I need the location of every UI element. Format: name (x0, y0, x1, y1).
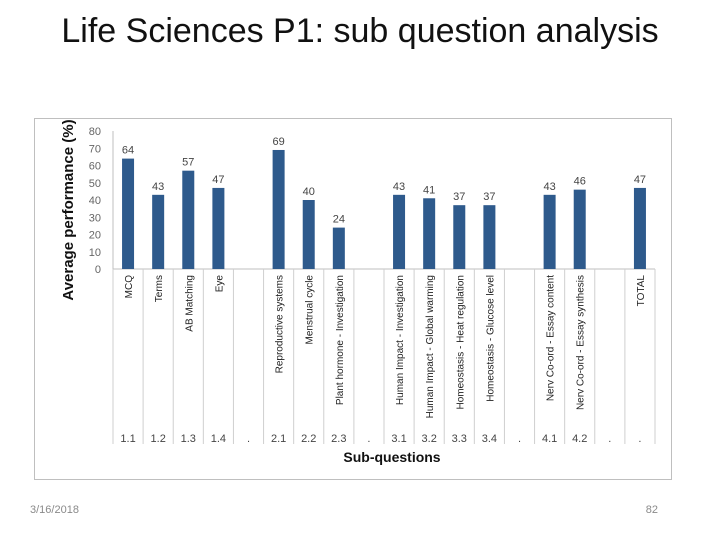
subquestion-code: 1.3 (181, 433, 196, 445)
y-tick-label: 70 (89, 143, 101, 155)
data-label: 41 (423, 184, 435, 196)
data-label: 43 (393, 181, 405, 193)
y-tick-label: 50 (89, 178, 101, 190)
bar (423, 198, 436, 269)
subquestion-code: . (638, 433, 641, 445)
data-label: 43 (152, 181, 164, 193)
subquestion-code: 1.1 (120, 433, 135, 445)
bar (543, 194, 556, 269)
subquestion-code: 2.1 (271, 433, 286, 445)
subquestion-code: . (518, 433, 521, 445)
bar-chart: Average performance (%) 0 10 20 30 40 50 60 70 80… (34, 118, 672, 480)
subquestion-code: 2.3 (331, 433, 346, 445)
subquestion-code: 3.2 (422, 433, 437, 445)
subquestion-code: . (367, 433, 370, 445)
category-label: Terms (154, 275, 165, 302)
bar (152, 194, 165, 269)
y-axis-label: Average performance (%) (60, 119, 77, 300)
subquestion-code: 4.2 (572, 433, 587, 445)
data-label: 37 (453, 191, 465, 203)
subquestion-code: 3.1 (391, 433, 406, 445)
category-label: Human Impact - Investigation (395, 275, 406, 405)
bar (272, 149, 285, 269)
bar (302, 200, 315, 269)
bar (453, 205, 466, 269)
y-tick-label: 20 (89, 230, 101, 242)
y-tick-label: 40 (89, 195, 101, 207)
data-label: 57 (182, 157, 194, 169)
data-label: 24 (333, 214, 345, 226)
subquestion-code: 2.2 (301, 433, 316, 445)
category-label: Eye (214, 275, 225, 293)
category-label: AB Matching (184, 275, 195, 332)
subquestion-code: 1.4 (211, 433, 226, 445)
y-tick-label: 60 (89, 161, 101, 173)
data-label: 37 (483, 191, 495, 203)
data-label: 46 (574, 176, 586, 188)
category-label: MCQ (124, 275, 135, 299)
subquestion-code: . (247, 433, 250, 445)
subquestion-code: 1.2 (151, 433, 166, 445)
category-label: TOTAL (636, 275, 647, 307)
subquestion-code: 3.4 (482, 433, 497, 445)
subquestion-code: 4.1 (542, 433, 557, 445)
y-tick-label: 10 (89, 247, 101, 259)
bar (483, 205, 496, 269)
slide-page-number: 82 (645, 504, 658, 516)
category-label: Reproductive systems (275, 275, 286, 373)
category-label: Homeostasis - Heat regulation (455, 275, 466, 410)
category-label: Nerv Co-ord - Essay content (546, 275, 557, 401)
data-label: 47 (212, 174, 224, 186)
category-label: Menstrual cycle (305, 275, 316, 345)
slide-title: Life Sciences P1: sub question analysis (61, 12, 659, 50)
y-tick-label: 0 (95, 264, 101, 276)
y-tick-label: 80 (89, 126, 101, 138)
bar (182, 170, 195, 269)
bar (573, 189, 586, 269)
bar (633, 187, 646, 269)
y-tick-label: 30 (89, 212, 101, 224)
bar (393, 194, 406, 269)
slide-date: 3/16/2018 (30, 504, 79, 516)
category-label: Human Impact - Global warming (425, 275, 436, 418)
bar (212, 187, 225, 269)
category-label: Plant hormone - Investigation (335, 275, 346, 405)
data-label: 64 (122, 145, 134, 157)
data-label: 40 (303, 186, 315, 198)
category-label: Nerv Co-ord - Essay synthesis (576, 275, 587, 410)
data-label: 43 (543, 181, 555, 193)
chart-canvas: Average performance (%) 0 10 20 30 40 50 60 70 80… (60, 119, 656, 465)
category-label: Homeostasis - Glucose level (485, 275, 496, 402)
bar (332, 227, 345, 269)
subquestion-code: 3.3 (452, 433, 467, 445)
x-axis-label: Sub-questions (343, 449, 440, 465)
bar (122, 158, 135, 269)
subquestion-code: . (608, 433, 611, 445)
data-label: 47 (634, 174, 646, 186)
data-label: 69 (272, 136, 284, 148)
